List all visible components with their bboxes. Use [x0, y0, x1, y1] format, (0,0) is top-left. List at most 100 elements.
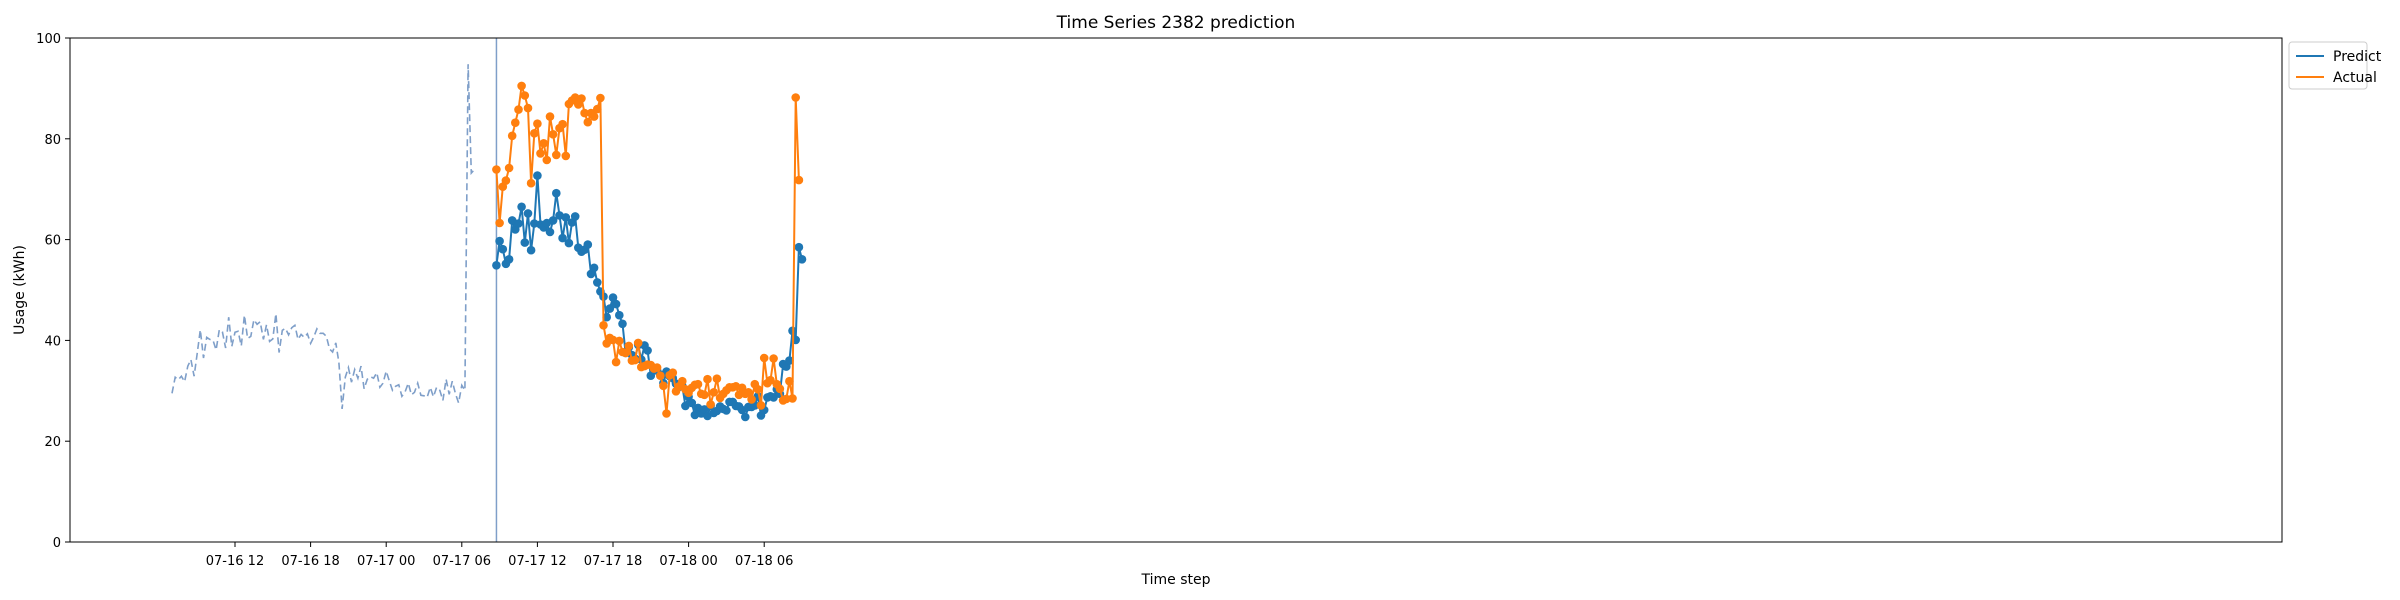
data-point-predict	[589, 263, 599, 273]
data-point-actual	[782, 394, 791, 404]
data-point-predict	[561, 213, 571, 222]
data-point-predict	[533, 171, 542, 180]
data-point-actual	[700, 390, 709, 400]
data-point-actual	[580, 108, 589, 118]
data-point-actual	[533, 119, 542, 128]
data-point-actual	[633, 338, 643, 348]
data-point-predict	[558, 233, 567, 243]
plot-frame	[69, 37, 2283, 543]
data-point-actual	[495, 218, 504, 228]
data-point-actual	[526, 178, 536, 188]
data-point-actual	[517, 81, 526, 91]
data-point-actual	[693, 379, 703, 389]
data-point-actual	[775, 384, 785, 394]
data-point-actual	[530, 129, 539, 138]
data-point-actual	[788, 394, 797, 403]
data-point-actual	[769, 354, 778, 363]
data-point-predict	[741, 412, 750, 422]
data-point-actual	[744, 388, 753, 397]
data-point-predict	[504, 254, 514, 264]
y-axis-label: Usage (kWh)	[12, 245, 28, 335]
data-point-actual	[706, 400, 715, 409]
data-point-actual	[791, 93, 800, 102]
legend-label-actual: Actual	[2333, 70, 2377, 86]
data-point-actual	[542, 155, 552, 165]
data-point-actual	[712, 374, 722, 384]
data-point-predict	[608, 293, 618, 302]
data-point-actual	[753, 385, 763, 394]
y-tick-label: 40	[44, 334, 61, 349]
x-tick-label: 07-18 00	[659, 554, 717, 569]
y-tick-label: 80	[44, 133, 61, 148]
data-point-predict	[681, 401, 690, 411]
data-point-actual	[561, 151, 571, 161]
data-point-predict	[611, 299, 621, 309]
data-point-actual	[756, 401, 766, 410]
data-point-actual	[734, 390, 744, 400]
x-axis: 07-16 12 07-16 18 07-17 00 07-17 06 07-17 12…	[206, 542, 793, 569]
x-tick-label: 07-17 12	[508, 554, 566, 569]
data-point-actual	[511, 118, 520, 127]
data-point-predict	[548, 216, 558, 225]
x-tick-label: 07-16 18	[281, 554, 339, 569]
data-point-predict	[643, 346, 652, 355]
data-point-actual	[570, 93, 580, 102]
data-point-actual	[615, 336, 624, 346]
data-point-predict	[517, 202, 526, 212]
data-point-actual	[630, 355, 640, 365]
data-point-predict	[498, 244, 508, 254]
data-point-actual	[621, 348, 630, 358]
data-point-predict	[769, 393, 778, 402]
data-point-predict	[618, 319, 627, 329]
data-point-actual	[678, 376, 687, 386]
data-point-actual	[504, 163, 514, 173]
data-point-actual	[656, 371, 665, 381]
data-point-actual	[599, 321, 608, 330]
data-point-actual	[652, 363, 662, 372]
legend: Predict Actual	[2288, 41, 2382, 90]
data-point-predict	[520, 238, 530, 247]
data-point-actual	[747, 395, 756, 404]
data-point-actual	[759, 353, 769, 363]
y-tick-label: 60	[44, 234, 61, 249]
chart-title: Time Series 2382 prediction	[1056, 13, 1296, 33]
data-point-predict	[687, 398, 697, 408]
data-point-predict	[545, 227, 555, 237]
data-point-predict	[602, 312, 611, 322]
data-point-predict	[514, 219, 523, 228]
data-point-actual	[577, 94, 586, 103]
data-point-actual	[552, 150, 561, 160]
data-point-predict	[583, 240, 593, 249]
y-tick-label: 20	[44, 435, 61, 450]
x-tick-label: 07-17 06	[433, 554, 491, 569]
data-point-actual	[608, 335, 618, 345]
data-point-predict	[564, 238, 574, 248]
x-axis-label: Time step	[1141, 572, 1211, 588]
x-tick-label: 07-16 12	[206, 554, 264, 569]
data-point-actual	[611, 357, 621, 367]
data-point-actual	[703, 374, 712, 384]
data-point-actual	[593, 104, 602, 114]
data-point-actual	[766, 375, 775, 385]
data-point-actual	[501, 176, 511, 185]
data-point-actual	[536, 149, 545, 158]
data-point-predict	[722, 406, 731, 415]
data-point-predict	[492, 261, 501, 270]
data-point-predict	[570, 212, 580, 221]
data-point-predict	[615, 310, 624, 320]
y-tick-label: 100	[36, 32, 61, 47]
data-point-actual	[514, 105, 523, 114]
data-point-actual	[583, 117, 593, 127]
plot-area	[171, 38, 807, 542]
data-point-actual	[589, 112, 599, 121]
data-point-actual	[523, 103, 533, 113]
x-tick-label: 07-18 06	[735, 554, 793, 569]
data-point-actual	[668, 368, 678, 378]
data-point-predict	[552, 188, 561, 198]
data-point-predict	[526, 245, 536, 255]
data-point-actual	[596, 93, 605, 103]
data-point-actual	[794, 175, 804, 185]
y-axis: 0 20 40 60 80 100	[36, 32, 70, 551]
data-point-actual	[548, 130, 558, 139]
